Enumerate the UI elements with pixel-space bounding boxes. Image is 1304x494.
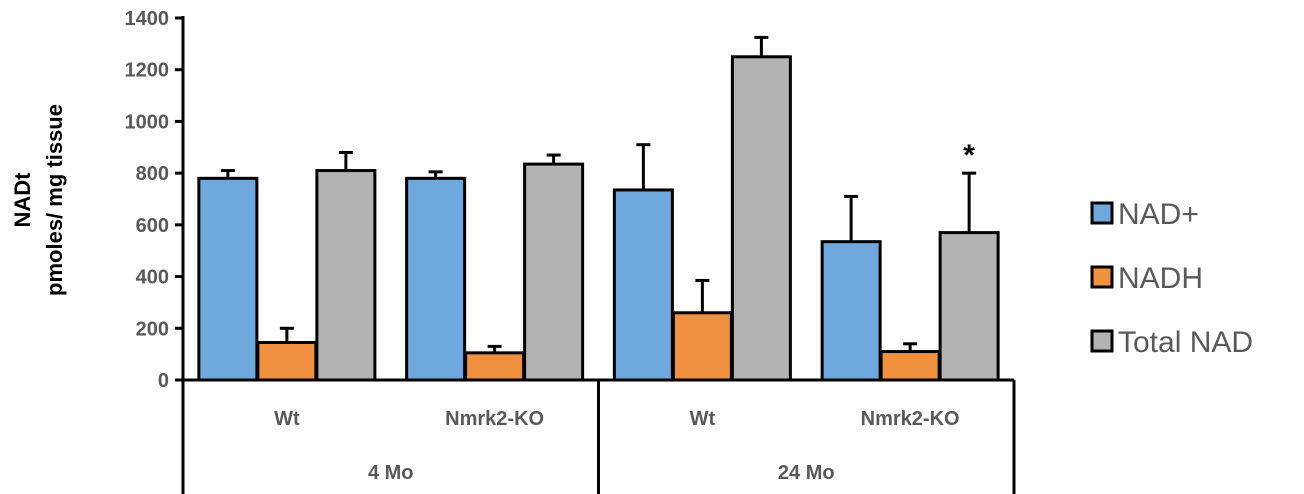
y-tick-label: 1400 — [125, 8, 170, 30]
bar-nad--0 — [197, 176, 259, 382]
y-tick-label: 0 — [158, 370, 169, 392]
x-category-label: Nmrk2-KO — [445, 408, 544, 430]
y-tick-label: 1000 — [125, 111, 170, 133]
bars: * — [197, 35, 1000, 382]
x-category-label: Wt — [690, 408, 716, 430]
bar-nad--1 — [405, 176, 467, 382]
legend: NAD+ NADH Total NAD — [1090, 198, 1253, 359]
y-axis-ticks: 0 200 400 600 800 1000 1200 1400 — [125, 8, 183, 392]
x-category-label: Wt — [274, 408, 300, 430]
bar-nadh-3 — [879, 350, 941, 382]
y-tick-label: 200 — [136, 318, 169, 340]
y-tick-label: 1200 — [125, 60, 170, 82]
legend-label: NADH — [1118, 262, 1203, 295]
legend-swatch — [1090, 265, 1114, 289]
legend-label: NAD+ — [1118, 198, 1199, 231]
axes — [181, 16, 1016, 494]
y-axis-title-line1: NADt — [10, 172, 35, 228]
legend-label: Total NAD — [1118, 326, 1253, 359]
x-group-label: 4 Mo — [368, 462, 414, 484]
y-tick-label: 800 — [136, 163, 169, 185]
bar-total-nad-1 — [523, 162, 585, 382]
bar-total-nad-0 — [315, 169, 377, 382]
legend-swatch — [1090, 329, 1114, 353]
y-tick-label: 600 — [136, 215, 169, 237]
bar-nadh-0 — [256, 341, 318, 382]
bar-nad--3 — [820, 240, 882, 382]
bar-total-nad-2 — [730, 55, 792, 382]
y-axis-title-line2: pmoles/ mg tissue — [42, 104, 67, 296]
y-tick-label: 400 — [136, 267, 169, 289]
bar-nadh-2 — [671, 311, 733, 382]
y-axis-title: NADt pmoles/ mg tissue — [10, 104, 67, 296]
x-group-label: 24 Mo — [778, 462, 835, 484]
bar-nadh-1 — [464, 351, 526, 382]
bar-total-nad-3 — [938, 231, 1000, 382]
legend-swatch — [1090, 201, 1114, 225]
bar-nad--2 — [612, 188, 674, 382]
x-axis-labels: Wt Nmrk2-KO Wt Nmrk2-KO 4 Mo 24 Mo — [274, 408, 959, 484]
x-category-label: Nmrk2-KO — [861, 408, 960, 430]
significance-marker: * — [963, 139, 975, 172]
